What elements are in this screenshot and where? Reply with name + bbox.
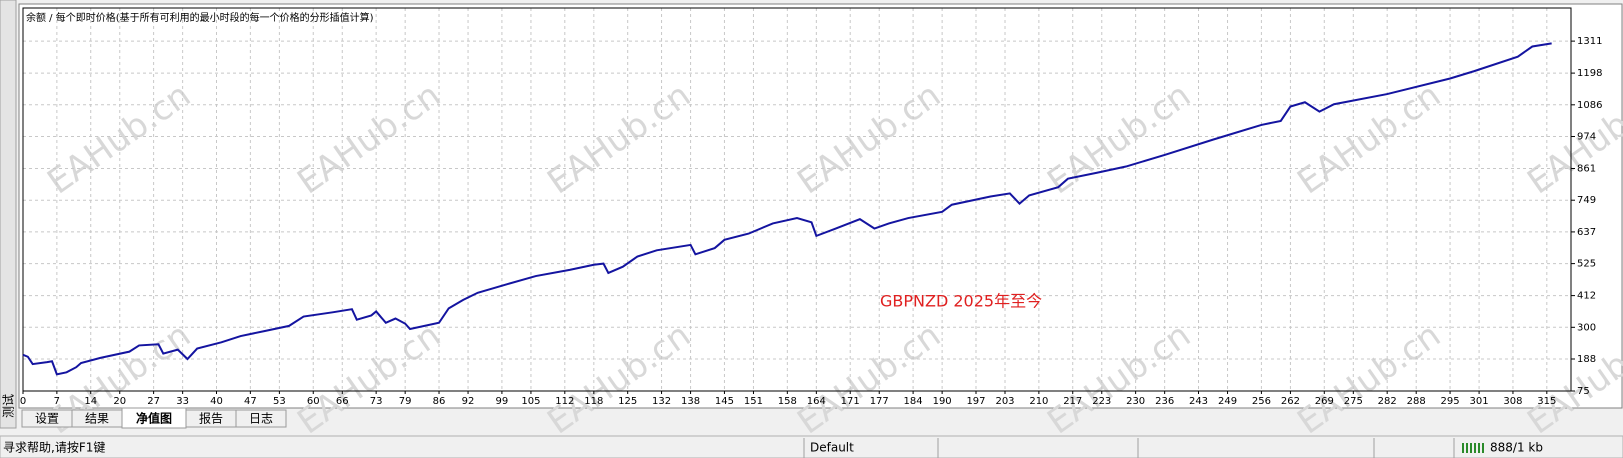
x-tick-label: 243 [1189,396,1208,407]
signal-bar [1462,443,1464,453]
y-tick-label: 75 [1577,386,1590,397]
x-tick-label: 203 [995,396,1014,407]
y-tick-label: 1086 [1577,100,1602,111]
x-tick-label: 210 [1029,396,1048,407]
x-tick-label: 27 [147,396,160,407]
x-tick-label: 301 [1470,396,1489,407]
status-traffic: 888/1 kb [1490,441,1543,455]
tab-label: 设置 [35,412,59,426]
x-tick-label: 184 [904,396,923,407]
y-tick-label: 188 [1577,354,1596,365]
y-tick-label: 637 [1577,227,1596,238]
signal-bar [1466,443,1468,453]
x-tick-label: 60 [307,396,320,407]
status-profile: Default [810,441,854,455]
signal-bar [1470,443,1472,453]
y-tick-label: 861 [1577,164,1596,175]
signal-bar [1478,443,1480,453]
x-tick-label: 40 [210,396,223,407]
x-tick-label: 158 [778,396,797,407]
x-tick-label: 145 [715,396,734,407]
signal-bar [1474,443,1476,453]
x-tick-label: 256 [1252,396,1271,407]
y-tick-label: 1198 [1577,68,1602,79]
x-tick-label: 20 [113,396,126,407]
x-tick-label: 79 [399,396,412,407]
y-tick-label: 974 [1577,132,1596,143]
x-tick-label: 66 [336,396,349,407]
x-tick-label: 262 [1281,396,1300,407]
signal-bar [1482,443,1484,453]
x-tick-label: 282 [1378,396,1397,407]
x-tick-label: 118 [584,396,603,407]
plot-border [22,7,1572,392]
x-tick-label: 164 [807,396,826,407]
y-tick-label: 525 [1577,259,1596,270]
x-tick-label: 112 [555,396,574,407]
tab-bar: 设置 结果 净值图 报告 日志 [21,407,287,429]
tab-label: 报告 [199,411,223,426]
x-tick-label: 105 [521,396,540,407]
x-tick-label: 177 [870,396,889,407]
x-tick-label: 288 [1407,396,1426,407]
x-tick-label: 295 [1441,396,1460,407]
x-tick-label: 132 [652,396,671,407]
status-help: 寻求帮助,请按F1键 [3,441,105,455]
x-tick-label: 308 [1503,396,1522,407]
x-tick-label: 249 [1218,396,1237,407]
tab-label: 日志 [249,412,273,426]
x-tick-label: 197 [966,396,985,407]
x-tick-label: 138 [681,396,700,407]
x-tick-label: 47 [244,396,257,407]
tab-label: 净值图 [136,411,172,426]
y-tick-label: 749 [1577,195,1596,206]
x-tick-label: 7 [54,396,60,407]
x-tick-label: 315 [1537,396,1556,407]
x-tick-label: 269 [1315,396,1334,407]
chart-title: 余额 / 每个即时价格(基于所有可利用的最小时段的每一个价格的分形插值计算) [26,11,374,24]
x-tick-label: 92 [462,396,475,407]
side-tab[interactable] [0,0,17,429]
x-tick-label: 223 [1092,396,1111,407]
x-tick-label: 171 [841,396,860,407]
x-tick-label: 53 [273,396,286,407]
series-line [22,42,1552,376]
x-tick-label: 33 [176,396,189,407]
chart-panel [18,3,1623,409]
annotation: GBPNZD 2025年至今 [880,292,1042,311]
x-tick-label: 99 [496,396,509,407]
y-tick-label: 300 [1577,322,1596,333]
side-tab-label: 测试 [1,394,16,418]
x-tick-label: 230 [1126,396,1145,407]
x-tick-label: 14 [84,396,97,407]
x-tick-label: 73 [370,396,383,407]
status-bar [0,435,1623,458]
y-tick-label: 1311 [1577,36,1602,47]
x-tick-label: 125 [618,396,637,407]
tab[interactable] [235,409,287,428]
x-tick-label: 151 [744,396,763,407]
x-tick-label: 0 [20,396,26,407]
x-tick-label: 190 [933,396,952,407]
signal-icon [1462,443,1484,453]
tab-label: 结果 [85,412,109,426]
y-tick-label: 412 [1577,291,1596,302]
x-tick-label: 217 [1063,396,1082,407]
x-tick-label: 275 [1344,396,1363,407]
x-tick-label: 236 [1155,396,1174,407]
x-tick-label: 86 [433,396,446,407]
